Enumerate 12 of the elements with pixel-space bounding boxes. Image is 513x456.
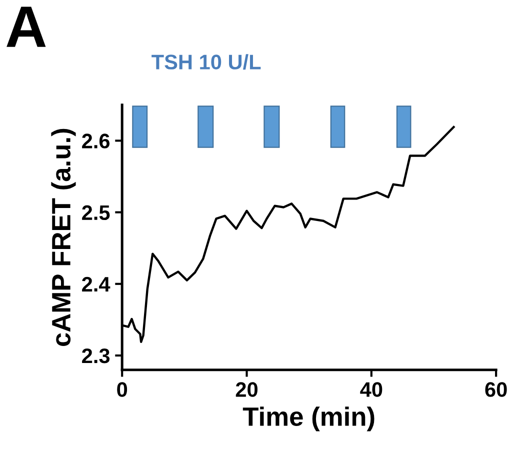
x-tick-label: 20 — [236, 382, 258, 397]
x-tick-label: 40 — [360, 382, 382, 397]
y-tick-label: 2.4 — [82, 276, 110, 292]
x-axis-title: Time (min) — [242, 406, 374, 432]
y-axis-title: cAMP FRET (a.u.) — [51, 128, 76, 346]
x-tick-label: 60 — [485, 382, 507, 397]
y-tick-label: 2.6 — [82, 134, 110, 148]
x-tick-label: 0 — [117, 382, 128, 397]
text: TSH 10 U/L — [152, 54, 261, 70]
y-tick-label: 2.5 — [82, 205, 110, 220]
text: A — [6, 6, 46, 47]
y-tick-label: 2.3 — [82, 348, 110, 364]
